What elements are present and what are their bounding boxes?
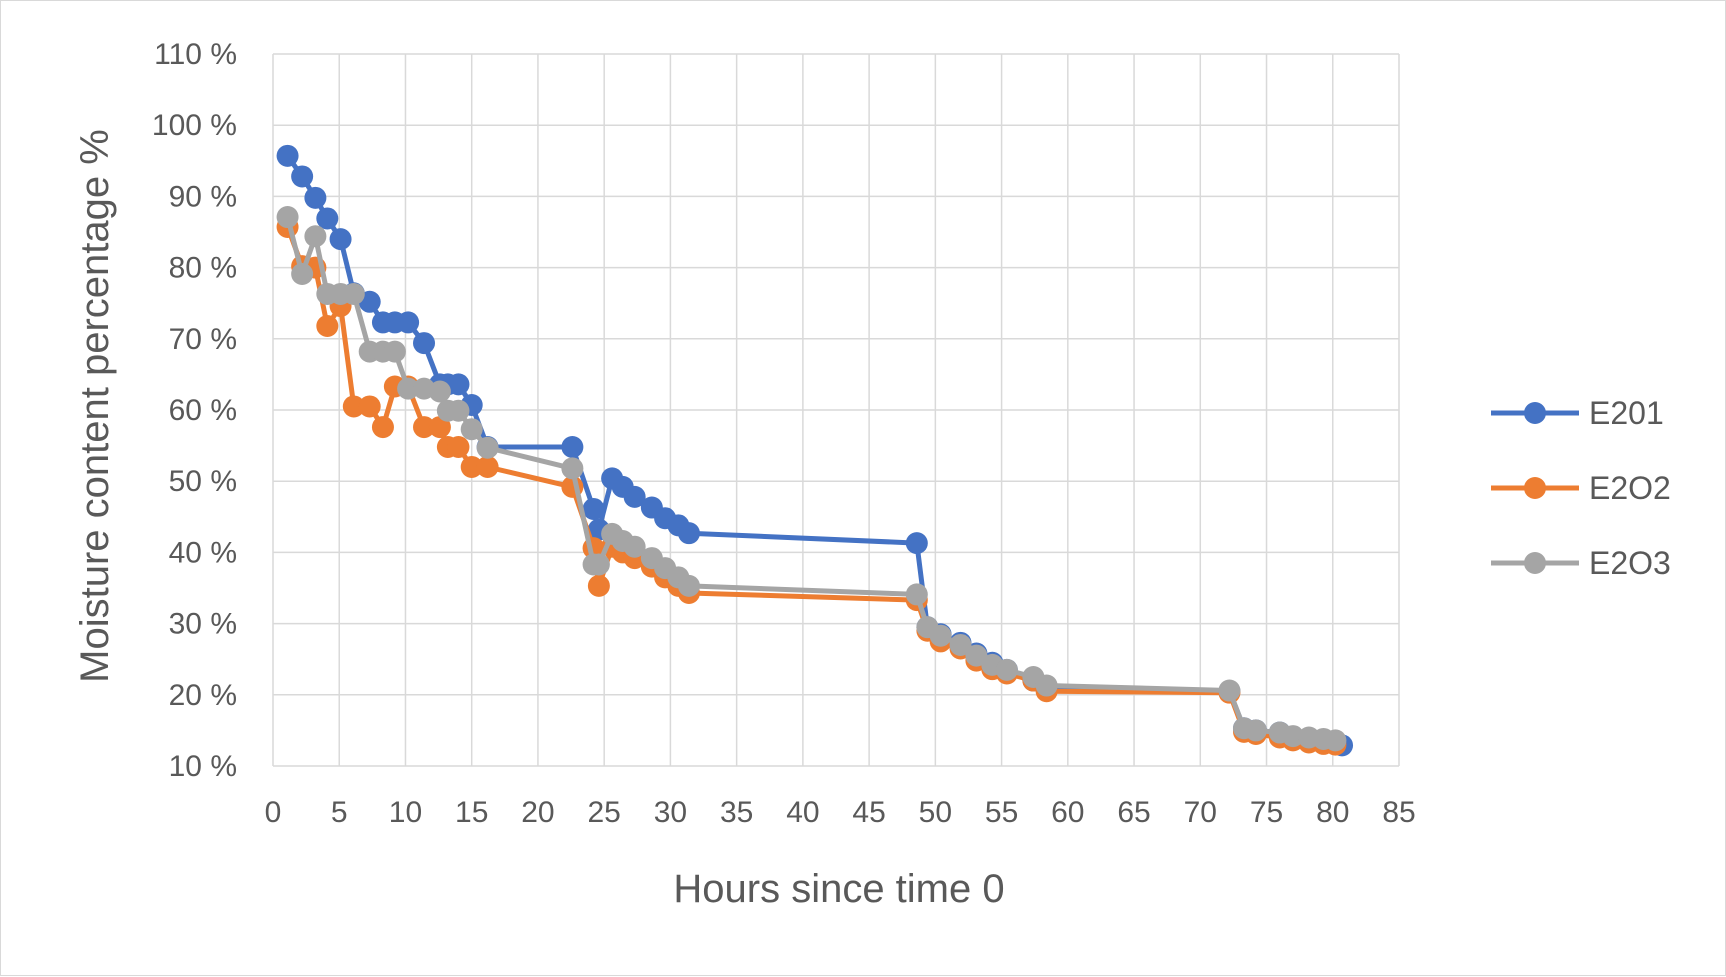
x-tick-label: 25: [587, 796, 620, 829]
data-point: [428, 380, 451, 403]
data-point: [342, 395, 365, 418]
data-point: [358, 395, 381, 418]
data-point: [383, 340, 406, 363]
series-e2o3: [276, 206, 1347, 752]
data-point: [291, 165, 314, 188]
data-point: [342, 282, 365, 305]
data-point: [476, 455, 499, 478]
data-point: [460, 418, 483, 441]
x-tick-label: 80: [1316, 796, 1349, 829]
x-axis-title: Hours since time 0: [673, 867, 1004, 911]
x-tick-label: 85: [1382, 796, 1415, 829]
data-point: [276, 144, 299, 167]
data-point: [447, 373, 470, 396]
y-tick-label: 70 %: [169, 323, 237, 356]
legend-label: E201: [1589, 395, 1664, 431]
data-point: [905, 583, 928, 606]
data-point: [623, 485, 646, 508]
data-point: [304, 186, 327, 209]
x-tick-label: 30: [654, 796, 687, 829]
legend-item-e201: E201: [1491, 395, 1664, 431]
x-tick-label: 20: [521, 796, 554, 829]
x-tick-label: 0: [265, 796, 282, 829]
data-point: [413, 332, 436, 355]
data-point: [447, 399, 470, 422]
data-point: [905, 532, 928, 555]
data-point: [677, 522, 700, 545]
data-point: [329, 228, 352, 251]
y-tick-label: 80 %: [169, 252, 237, 285]
data-point: [587, 553, 610, 576]
legend-item-e2o2: E2O2: [1491, 470, 1671, 506]
data-point: [995, 658, 1018, 681]
y-axis-title: Moisture content percentage %: [73, 129, 117, 683]
y-tick-label: 100 %: [152, 109, 237, 142]
y-tick-label: 60 %: [169, 394, 237, 427]
legend-label: E2O3: [1589, 545, 1671, 581]
x-tick-label: 10: [389, 796, 422, 829]
x-tick-label: 15: [455, 796, 488, 829]
data-point: [1282, 725, 1305, 748]
data-point: [316, 314, 339, 337]
data-point: [623, 535, 646, 558]
x-tick-label: 65: [1117, 796, 1150, 829]
data-point: [316, 207, 339, 230]
x-tick-label: 35: [720, 796, 753, 829]
legend-swatch-marker: [1524, 402, 1546, 424]
y-tick-label: 10 %: [169, 750, 237, 783]
data-point: [291, 263, 314, 286]
x-tick-label: 40: [786, 796, 819, 829]
y-tick-label: 30 %: [169, 608, 237, 641]
data-point: [582, 497, 605, 520]
series-line: [285, 226, 1336, 748]
data-point: [587, 574, 610, 597]
x-tick-label: 50: [919, 796, 952, 829]
data-point: [1035, 674, 1058, 697]
data-point: [1218, 679, 1241, 702]
y-tick-label: 40 %: [169, 536, 237, 569]
data-point: [304, 225, 327, 248]
data-point: [561, 436, 584, 459]
data-point: [397, 311, 420, 334]
x-tick-label: 60: [1051, 796, 1084, 829]
data-point: [413, 416, 436, 439]
data-point: [276, 206, 299, 229]
legend: E201 E2O2 E2O3: [1491, 395, 1671, 581]
data-point: [460, 455, 483, 478]
data-point: [428, 416, 451, 439]
x-tick-label: 5: [331, 796, 348, 829]
legend-label: E2O2: [1589, 470, 1671, 506]
data-point: [447, 436, 470, 459]
data-point: [397, 377, 420, 400]
x-tick-label: 75: [1250, 796, 1283, 829]
series-line: [285, 216, 1336, 743]
x-tick-label: 45: [852, 796, 885, 829]
series-layer: [276, 144, 1354, 757]
legend-item-e2o3: E2O3: [1491, 545, 1671, 581]
data-point: [371, 416, 394, 439]
legend-swatch-marker: [1524, 552, 1546, 574]
y-tick-label: 90 %: [169, 180, 237, 213]
data-point: [1244, 719, 1267, 742]
legend-swatch-marker: [1524, 477, 1546, 499]
y-tick-label: 50 %: [169, 465, 237, 498]
data-point: [677, 574, 700, 597]
x-axis-ticks: 0 5 10 15 20 25 30 35 40 45 50 55 60 65 70 75 80 85: [265, 796, 1416, 829]
data-point: [965, 644, 988, 667]
y-tick-label: 110 %: [154, 38, 237, 71]
data-point: [949, 633, 972, 656]
data-point: [476, 436, 499, 459]
y-axis-ticks: 10 % 20 % 30 % 40 % 50 % 60 % 70 % 80 % 90 % 100 …: [152, 38, 237, 783]
data-point: [561, 457, 584, 480]
series-e2o2: [276, 216, 1347, 756]
data-point: [1324, 729, 1347, 752]
x-tick-label: 55: [985, 796, 1018, 829]
grid: [272, 53, 1400, 767]
data-point: [929, 624, 952, 647]
y-tick-label: 20 %: [169, 679, 237, 712]
x-tick-label: 70: [1184, 796, 1217, 829]
